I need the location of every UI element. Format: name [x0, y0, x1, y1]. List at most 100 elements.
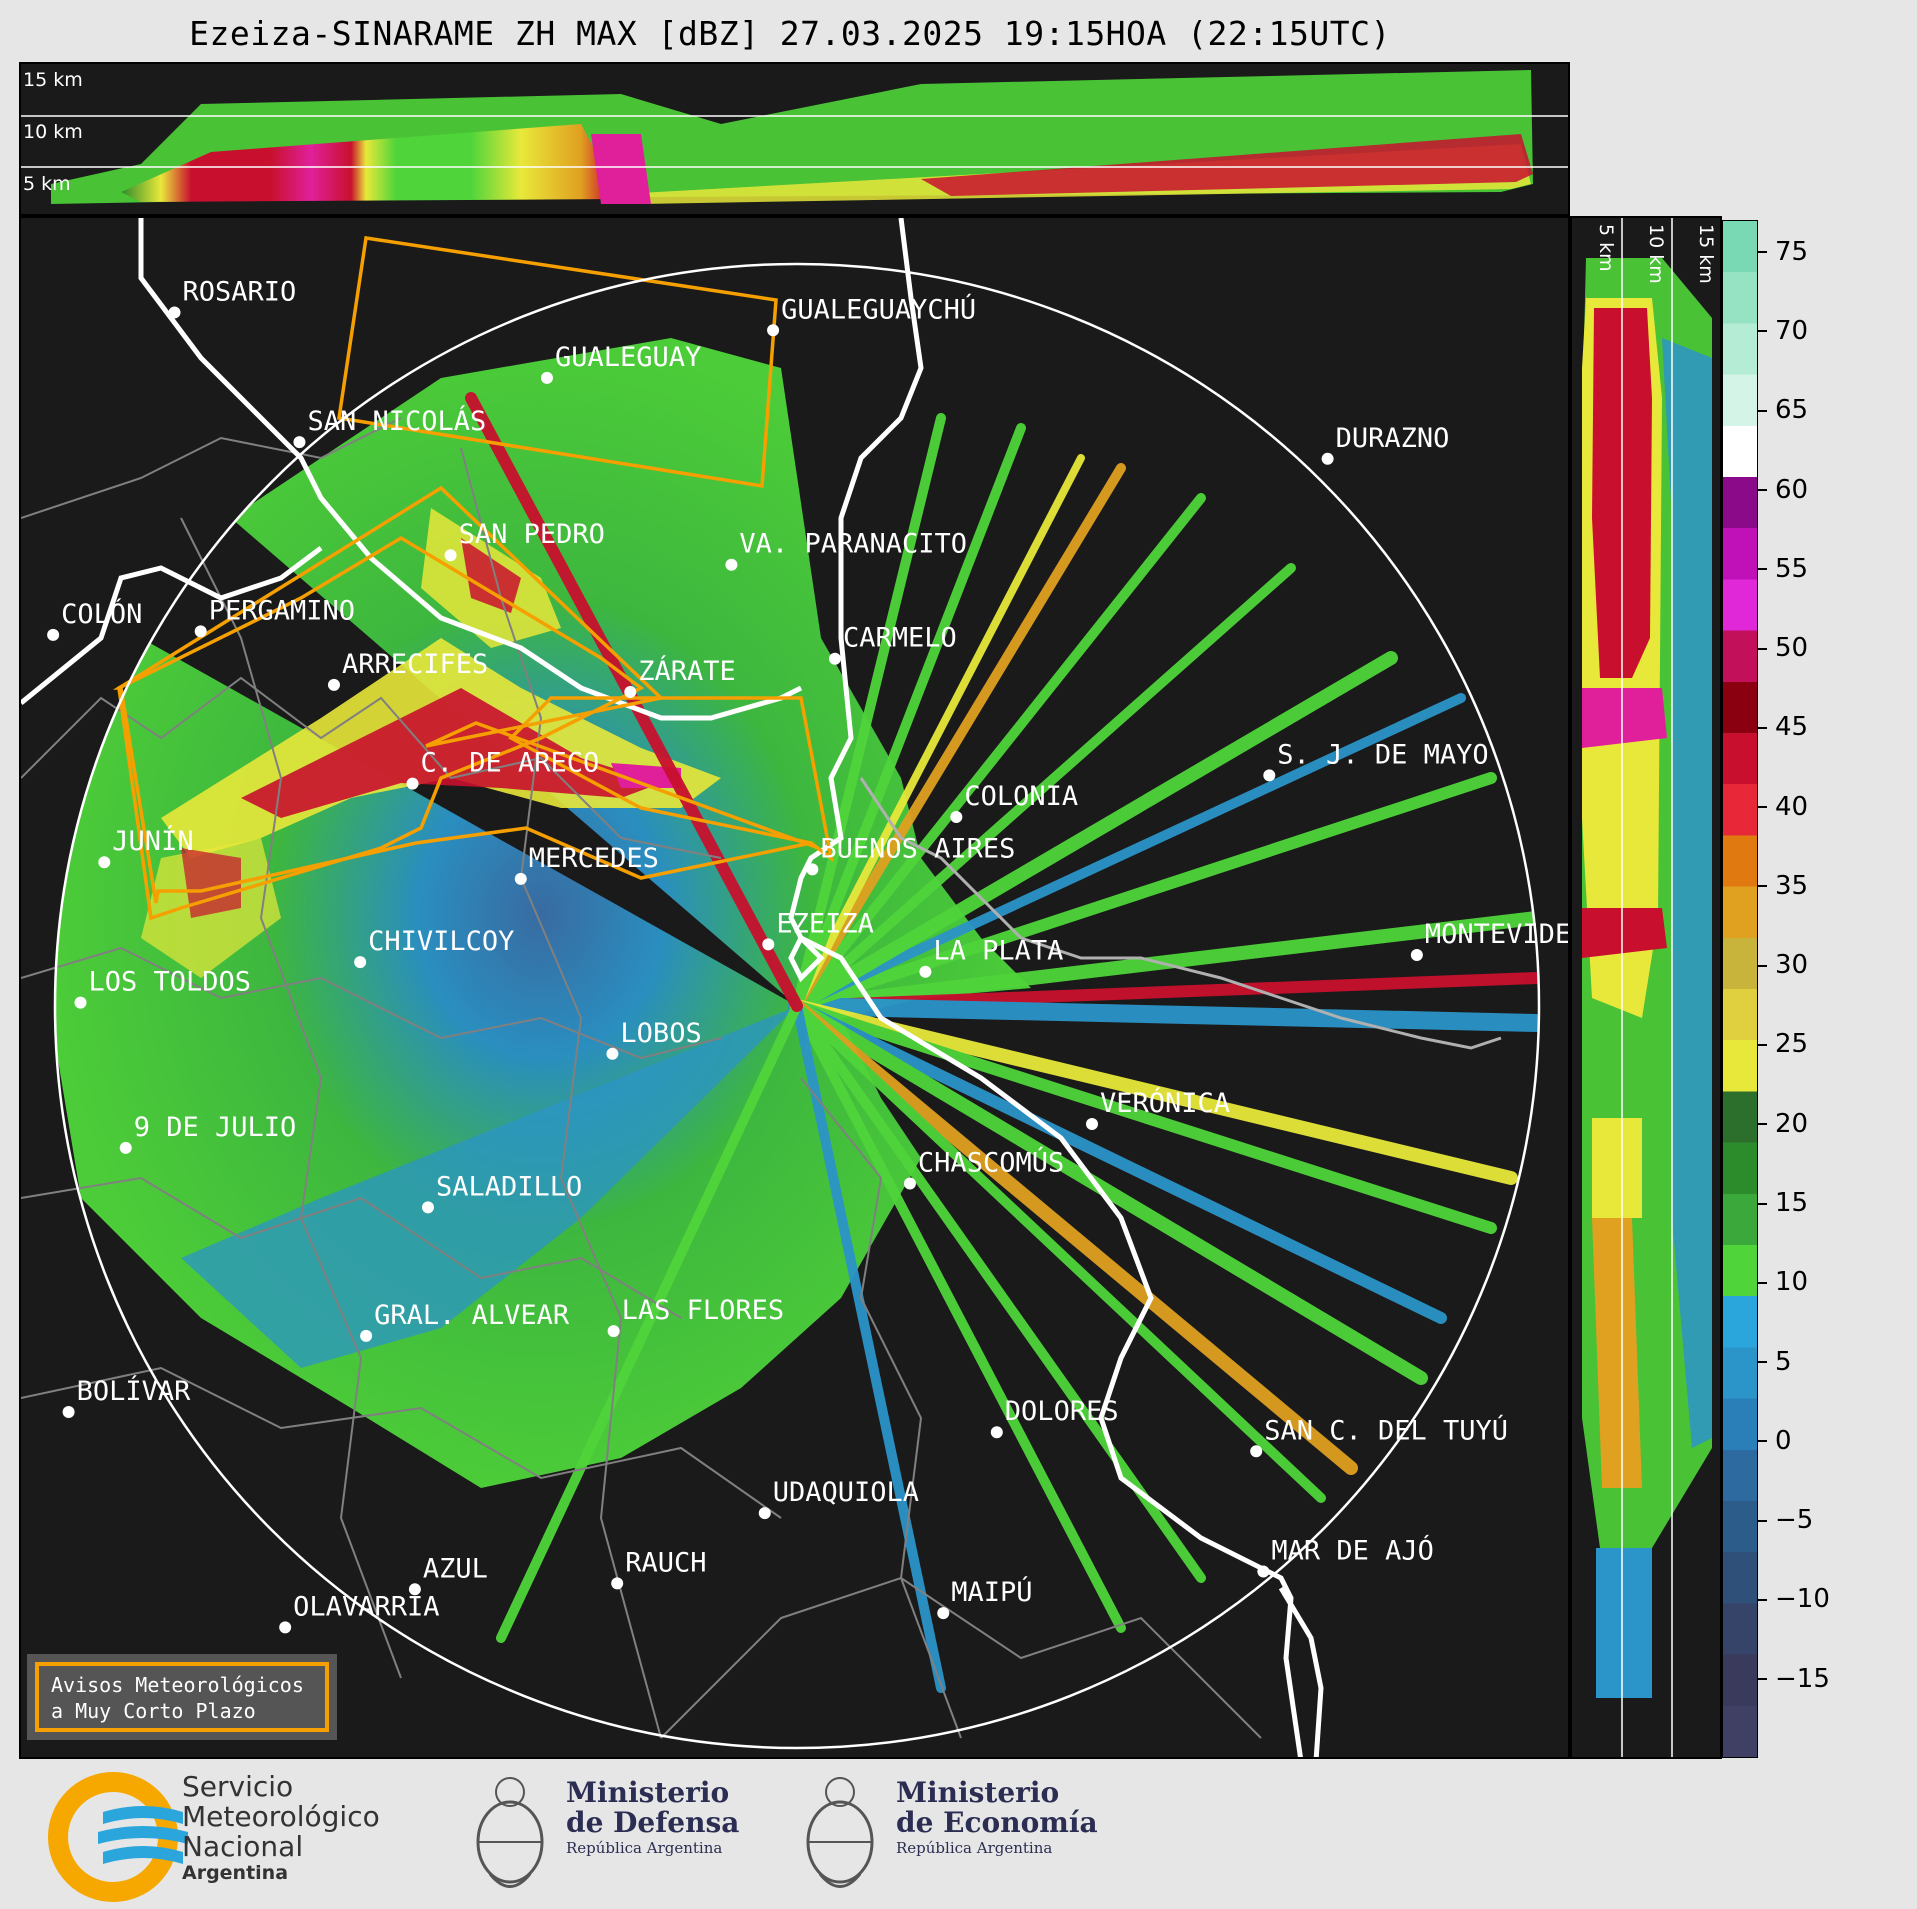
city-label: C. DE ARECO [421, 748, 600, 779]
economia-line-3: República Argentina [896, 1839, 1053, 1857]
defensa-line-2: de Defensa [566, 1806, 740, 1839]
city-label: DOLORES [1005, 1396, 1119, 1427]
argentina-coat-of-arms-icon [476, 1777, 544, 1888]
smn-line-1: Servicio [182, 1770, 294, 1803]
city-marker [919, 965, 932, 978]
city-marker [1263, 769, 1276, 782]
city-marker [1321, 452, 1334, 465]
colorbar-tick: 75 [1758, 237, 1808, 267]
city-label: ARRECIFES [342, 649, 488, 680]
city-marker [1086, 1118, 1098, 1131]
top-alt-label-10: 10 km [23, 121, 83, 143]
city-marker [624, 686, 637, 699]
city-label: GUALEGUAY [555, 342, 701, 373]
city-label: RAUCH [625, 1547, 706, 1578]
city-marker [194, 625, 207, 638]
smn-logo-icon [48, 1772, 188, 1902]
city-label: SALADILLO [436, 1171, 582, 1202]
city-marker [806, 863, 819, 876]
city-label: ROSARIO [183, 276, 297, 307]
city-marker [47, 628, 60, 641]
city-marker [444, 549, 457, 562]
city-label: OLAVARRÍA [293, 1590, 439, 1622]
defensa-line-1: Ministerio [566, 1776, 730, 1809]
argentina-coat-of-arms-icon-2 [806, 1777, 874, 1888]
city-marker [762, 938, 775, 951]
colorbar-tick-labels: 75 70 65 60 55 50 45 40 35 30 25 20 15 10 5 0 −5 −10 −15 [1758, 220, 1838, 1758]
city-label: VA. PARANACITO [739, 529, 967, 560]
short-term-warnings-notice: Avisos Meteorológicos a Muy Corto Plazo [27, 1654, 337, 1740]
city-label: COLÓN [61, 598, 142, 630]
city-marker [611, 1577, 624, 1590]
colorbar-tick: 65 [1758, 395, 1808, 425]
colorbar-tick: −10 [1758, 1584, 1830, 1614]
city-label: CHASCOMÚS [918, 1147, 1064, 1179]
city-label: CARMELO [843, 623, 957, 654]
city-label: 9 DE JULIO [134, 1112, 297, 1143]
colorbar-tick: −5 [1758, 1505, 1813, 1535]
city-label: SAN NICOLÁS [307, 405, 486, 437]
smn-line-4: Argentina [182, 1862, 289, 1884]
city-label: PERGAMINO [209, 595, 355, 626]
city-marker [421, 1201, 434, 1214]
city-label: MERCEDES [529, 843, 659, 874]
colorbar-tick: 25 [1758, 1029, 1808, 1059]
warning-polygons [112, 236, 834, 921]
city-marker [354, 956, 367, 969]
top-alt-label-15: 15 km [23, 69, 83, 91]
city-label: COLONIA [964, 781, 1078, 812]
city-label: MAIPÚ [951, 1576, 1032, 1608]
city-label: BUENOS AIRES [820, 833, 1015, 864]
colorbar-tick: 10 [1758, 1267, 1808, 1297]
radar-map-panel: ROSARIO GUALEGUAYCHÚ GUALEGUAY SAN NICOLÁS D… [19, 216, 1570, 1759]
city-marker [990, 1426, 1003, 1439]
city-label: CHIVILCOY [368, 926, 514, 957]
city-marker [514, 872, 527, 885]
notice-line-1: Avisos Meteorológicos [51, 1673, 304, 1697]
top-cross-section-plot: 15 km 10 km 5 km [21, 69, 1568, 204]
map-title: Ezeiza-SINARAME ZH MAX [dBZ] 27.03.2025 … [189, 14, 1391, 53]
top-cross-section-panel: 15 km 10 km 5 km [19, 62, 1570, 216]
city-label: SAN PEDRO [459, 519, 605, 550]
colorbar-tick: 35 [1758, 871, 1808, 901]
city-label: DURAZNO [1336, 423, 1450, 454]
colorbar-tick: 50 [1758, 633, 1808, 663]
colorbar-tick: 30 [1758, 950, 1808, 980]
city-marker [408, 1583, 421, 1596]
colorbar-tick: 15 [1758, 1188, 1808, 1218]
city-label: ZÁRATE [638, 655, 736, 687]
city-marker [279, 1621, 292, 1634]
city-marker [360, 1329, 373, 1342]
city-label: UDAQUIOLA [773, 1477, 919, 1508]
city-label: MONTEVIDEO [1425, 919, 1570, 950]
city-label: GUALEGUAYCHÚ [781, 293, 976, 325]
colorbar-tick: 70 [1758, 316, 1808, 346]
city-marker [119, 1141, 132, 1154]
city-marker [606, 1047, 619, 1060]
economia-line-2: de Economía [896, 1806, 1098, 1839]
city-label: VERÓNICA [1100, 1087, 1230, 1119]
colorbar-tick: 5 [1758, 1347, 1792, 1377]
city-marker [1250, 1445, 1263, 1458]
city-marker [903, 1177, 916, 1190]
city-marker [327, 678, 340, 691]
radar-map: ROSARIO GUALEGUAYCHÚ GUALEGUAY SAN NICOLÁS D… [21, 218, 1570, 1757]
city-label: S. J. DE MAYO [1277, 739, 1488, 770]
city-marker [168, 306, 181, 319]
city-marker [828, 652, 841, 665]
side-cross-section-panel: 5 km 10 km 15 km [1570, 216, 1722, 1759]
city-label: LOBOS [620, 1018, 701, 1049]
economia-line-1: Ministerio [896, 1776, 1060, 1809]
smn-line-3: Nacional [182, 1830, 304, 1863]
colorbar-tick: 0 [1758, 1426, 1792, 1456]
smn-line-2: Meteorológico [182, 1800, 380, 1833]
city-label: EZEIZA [776, 908, 874, 939]
city-marker [1257, 1565, 1270, 1578]
city-marker [98, 856, 111, 869]
range-ring [53, 262, 1541, 1750]
colorbar-tick: 60 [1758, 475, 1808, 505]
colorbar-tick: 40 [1758, 792, 1808, 822]
dbz-colorbar [1722, 220, 1758, 1758]
notice-line-2: a Muy Corto Plazo [51, 1699, 256, 1723]
colorbar-tick: −15 [1758, 1664, 1830, 1694]
